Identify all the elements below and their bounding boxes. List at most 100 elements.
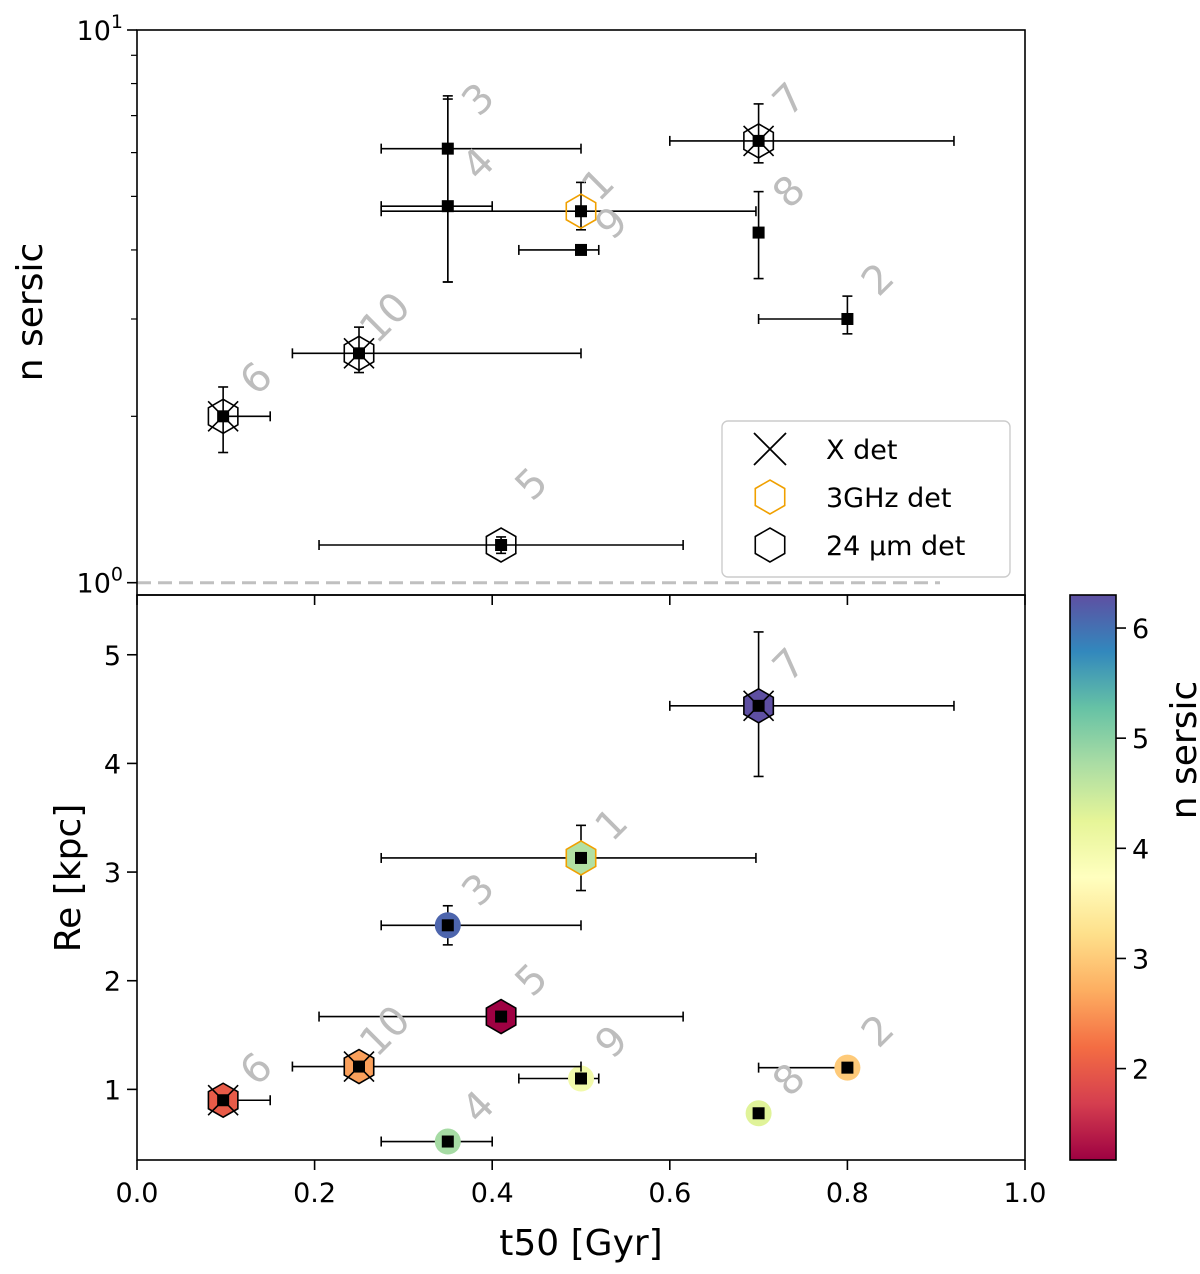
data-marker-square bbox=[441, 200, 454, 213]
data-point-6 bbox=[207, 386, 272, 454]
top-y-tick-base: 10 bbox=[77, 569, 111, 600]
ir-24um-hexagon bbox=[485, 527, 517, 563]
data-marker-square bbox=[752, 699, 765, 712]
point-label-10: 10 bbox=[351, 284, 420, 353]
ir-24um-hexagon bbox=[743, 122, 775, 159]
data-point-4 bbox=[380, 98, 494, 283]
point-label-4: 4 bbox=[453, 139, 504, 190]
data-point-7 bbox=[668, 631, 955, 778]
data-marker-square bbox=[575, 205, 587, 218]
point-label-8: 8 bbox=[764, 1055, 815, 1106]
colorbar-label: n sersic bbox=[1164, 681, 1200, 820]
point-label-9: 9 bbox=[587, 198, 638, 249]
colorbar-gradient bbox=[1069, 594, 1117, 1161]
point-label-3: 3 bbox=[453, 865, 504, 916]
data-point-6 bbox=[207, 1082, 272, 1119]
top-y-tick-label: 100 bbox=[77, 564, 123, 600]
point-label-4: 4 bbox=[453, 1082, 504, 1133]
data-point-9 bbox=[518, 243, 600, 256]
data-marker-square bbox=[752, 134, 765, 147]
data-point-5 bbox=[318, 998, 684, 1035]
x-tick-label: 0.2 bbox=[293, 1178, 336, 1209]
legend-label: X det bbox=[826, 435, 897, 466]
data-point-3 bbox=[380, 904, 582, 946]
legend-hexagon-icon bbox=[754, 479, 786, 515]
ir-24um-hexagon bbox=[343, 335, 375, 372]
point-label-7: 7 bbox=[764, 74, 815, 125]
legend: X det 3GHz det 24 μm det bbox=[721, 420, 1011, 578]
data-point-10 bbox=[291, 326, 582, 374]
data-marker-square bbox=[841, 312, 854, 325]
point-label-2: 2 bbox=[853, 254, 904, 305]
bottom-panel-frame bbox=[136, 594, 1026, 1161]
x-tick-label: 1.0 bbox=[1004, 1178, 1047, 1209]
bottom-axes: 1 2 3 4 5 0.0 0.2 0.4 0.6 0.8 1.0 bbox=[104, 641, 1047, 1209]
data-marker-square bbox=[353, 1060, 365, 1073]
data-marker-square bbox=[575, 1072, 587, 1085]
colorbar-tick-label: 5 bbox=[1132, 724, 1149, 755]
data-marker-square bbox=[752, 1107, 765, 1120]
point-label-1: 1 bbox=[587, 800, 638, 851]
legend-x-det-icon bbox=[753, 432, 787, 466]
colorbar-tick-label: 3 bbox=[1132, 944, 1149, 975]
point-label-3: 3 bbox=[453, 74, 504, 125]
top-y-tick-base: 10 bbox=[77, 16, 111, 47]
bottom-y-tick-label: 1 bbox=[104, 1075, 121, 1106]
x-tick-label: 0.4 bbox=[471, 1178, 514, 1209]
data-point-4 bbox=[380, 1128, 494, 1155]
data-marker-square bbox=[217, 410, 230, 423]
legend-entry: 3GHz det bbox=[754, 479, 952, 515]
colorbar-tick-label: 4 bbox=[1132, 834, 1149, 865]
x-tick-label: 0.6 bbox=[648, 1178, 691, 1209]
data-point-2 bbox=[757, 295, 854, 335]
data-marker-square bbox=[441, 919, 454, 932]
bottom-y-tick-label: 3 bbox=[104, 858, 121, 889]
x-tick-label: 0.8 bbox=[826, 1178, 869, 1209]
top-y-tick-exponent: 0 bbox=[111, 564, 123, 586]
radio-3ghz-hexagon bbox=[565, 193, 597, 230]
data-point-3 bbox=[380, 95, 582, 283]
legend-entry: 24 μm det bbox=[754, 527, 965, 563]
data-marker-square bbox=[841, 1061, 854, 1074]
data-marker-square bbox=[575, 243, 587, 256]
data-point-8 bbox=[752, 190, 765, 280]
data-point-8 bbox=[745, 1100, 772, 1127]
bottom-y-tick-label: 4 bbox=[104, 749, 121, 780]
data-marker-square bbox=[752, 226, 765, 239]
legend-entry: X det bbox=[753, 432, 897, 466]
data-point-9 bbox=[518, 1065, 600, 1092]
point-label-5: 5 bbox=[507, 955, 558, 1006]
x-tick-label: 0.0 bbox=[116, 1178, 159, 1209]
data-point-7 bbox=[668, 103, 955, 164]
data-marker-square bbox=[353, 347, 365, 360]
point-label-7: 7 bbox=[764, 640, 815, 691]
point-label-9: 9 bbox=[587, 1017, 638, 1068]
colorbar: 2 3 4 5 6 n sersic bbox=[1069, 594, 1200, 1161]
colorbar-tick-label: 2 bbox=[1132, 1055, 1149, 1086]
data-marker-square bbox=[217, 1094, 230, 1107]
point-label-6: 6 bbox=[231, 1044, 282, 1095]
data-point-10 bbox=[291, 1048, 582, 1085]
data-marker-square bbox=[441, 1135, 454, 1148]
top-y-axis-label: n sersic bbox=[10, 243, 51, 382]
bottom-y-tick-label: 5 bbox=[104, 641, 121, 672]
ir-24um-hexagon bbox=[207, 398, 239, 435]
data-point-1 bbox=[380, 824, 757, 892]
data-point-2 bbox=[757, 1054, 861, 1081]
bottom-y-tick-label: 2 bbox=[104, 967, 121, 998]
data-marker-square bbox=[575, 851, 587, 864]
legend-box bbox=[721, 420, 1011, 578]
colorbar-tick-label: 6 bbox=[1132, 614, 1149, 645]
top-y-tick-label: 101 bbox=[77, 11, 123, 47]
legend-label: 24 μm det bbox=[826, 531, 965, 562]
point-label-2: 2 bbox=[853, 1006, 904, 1057]
point-label-5: 5 bbox=[507, 459, 558, 510]
bottom-y-axis-label: Re [kpc] bbox=[48, 804, 89, 953]
legend-hexagon-icon bbox=[754, 527, 786, 563]
data-point-5 bbox=[318, 527, 684, 563]
